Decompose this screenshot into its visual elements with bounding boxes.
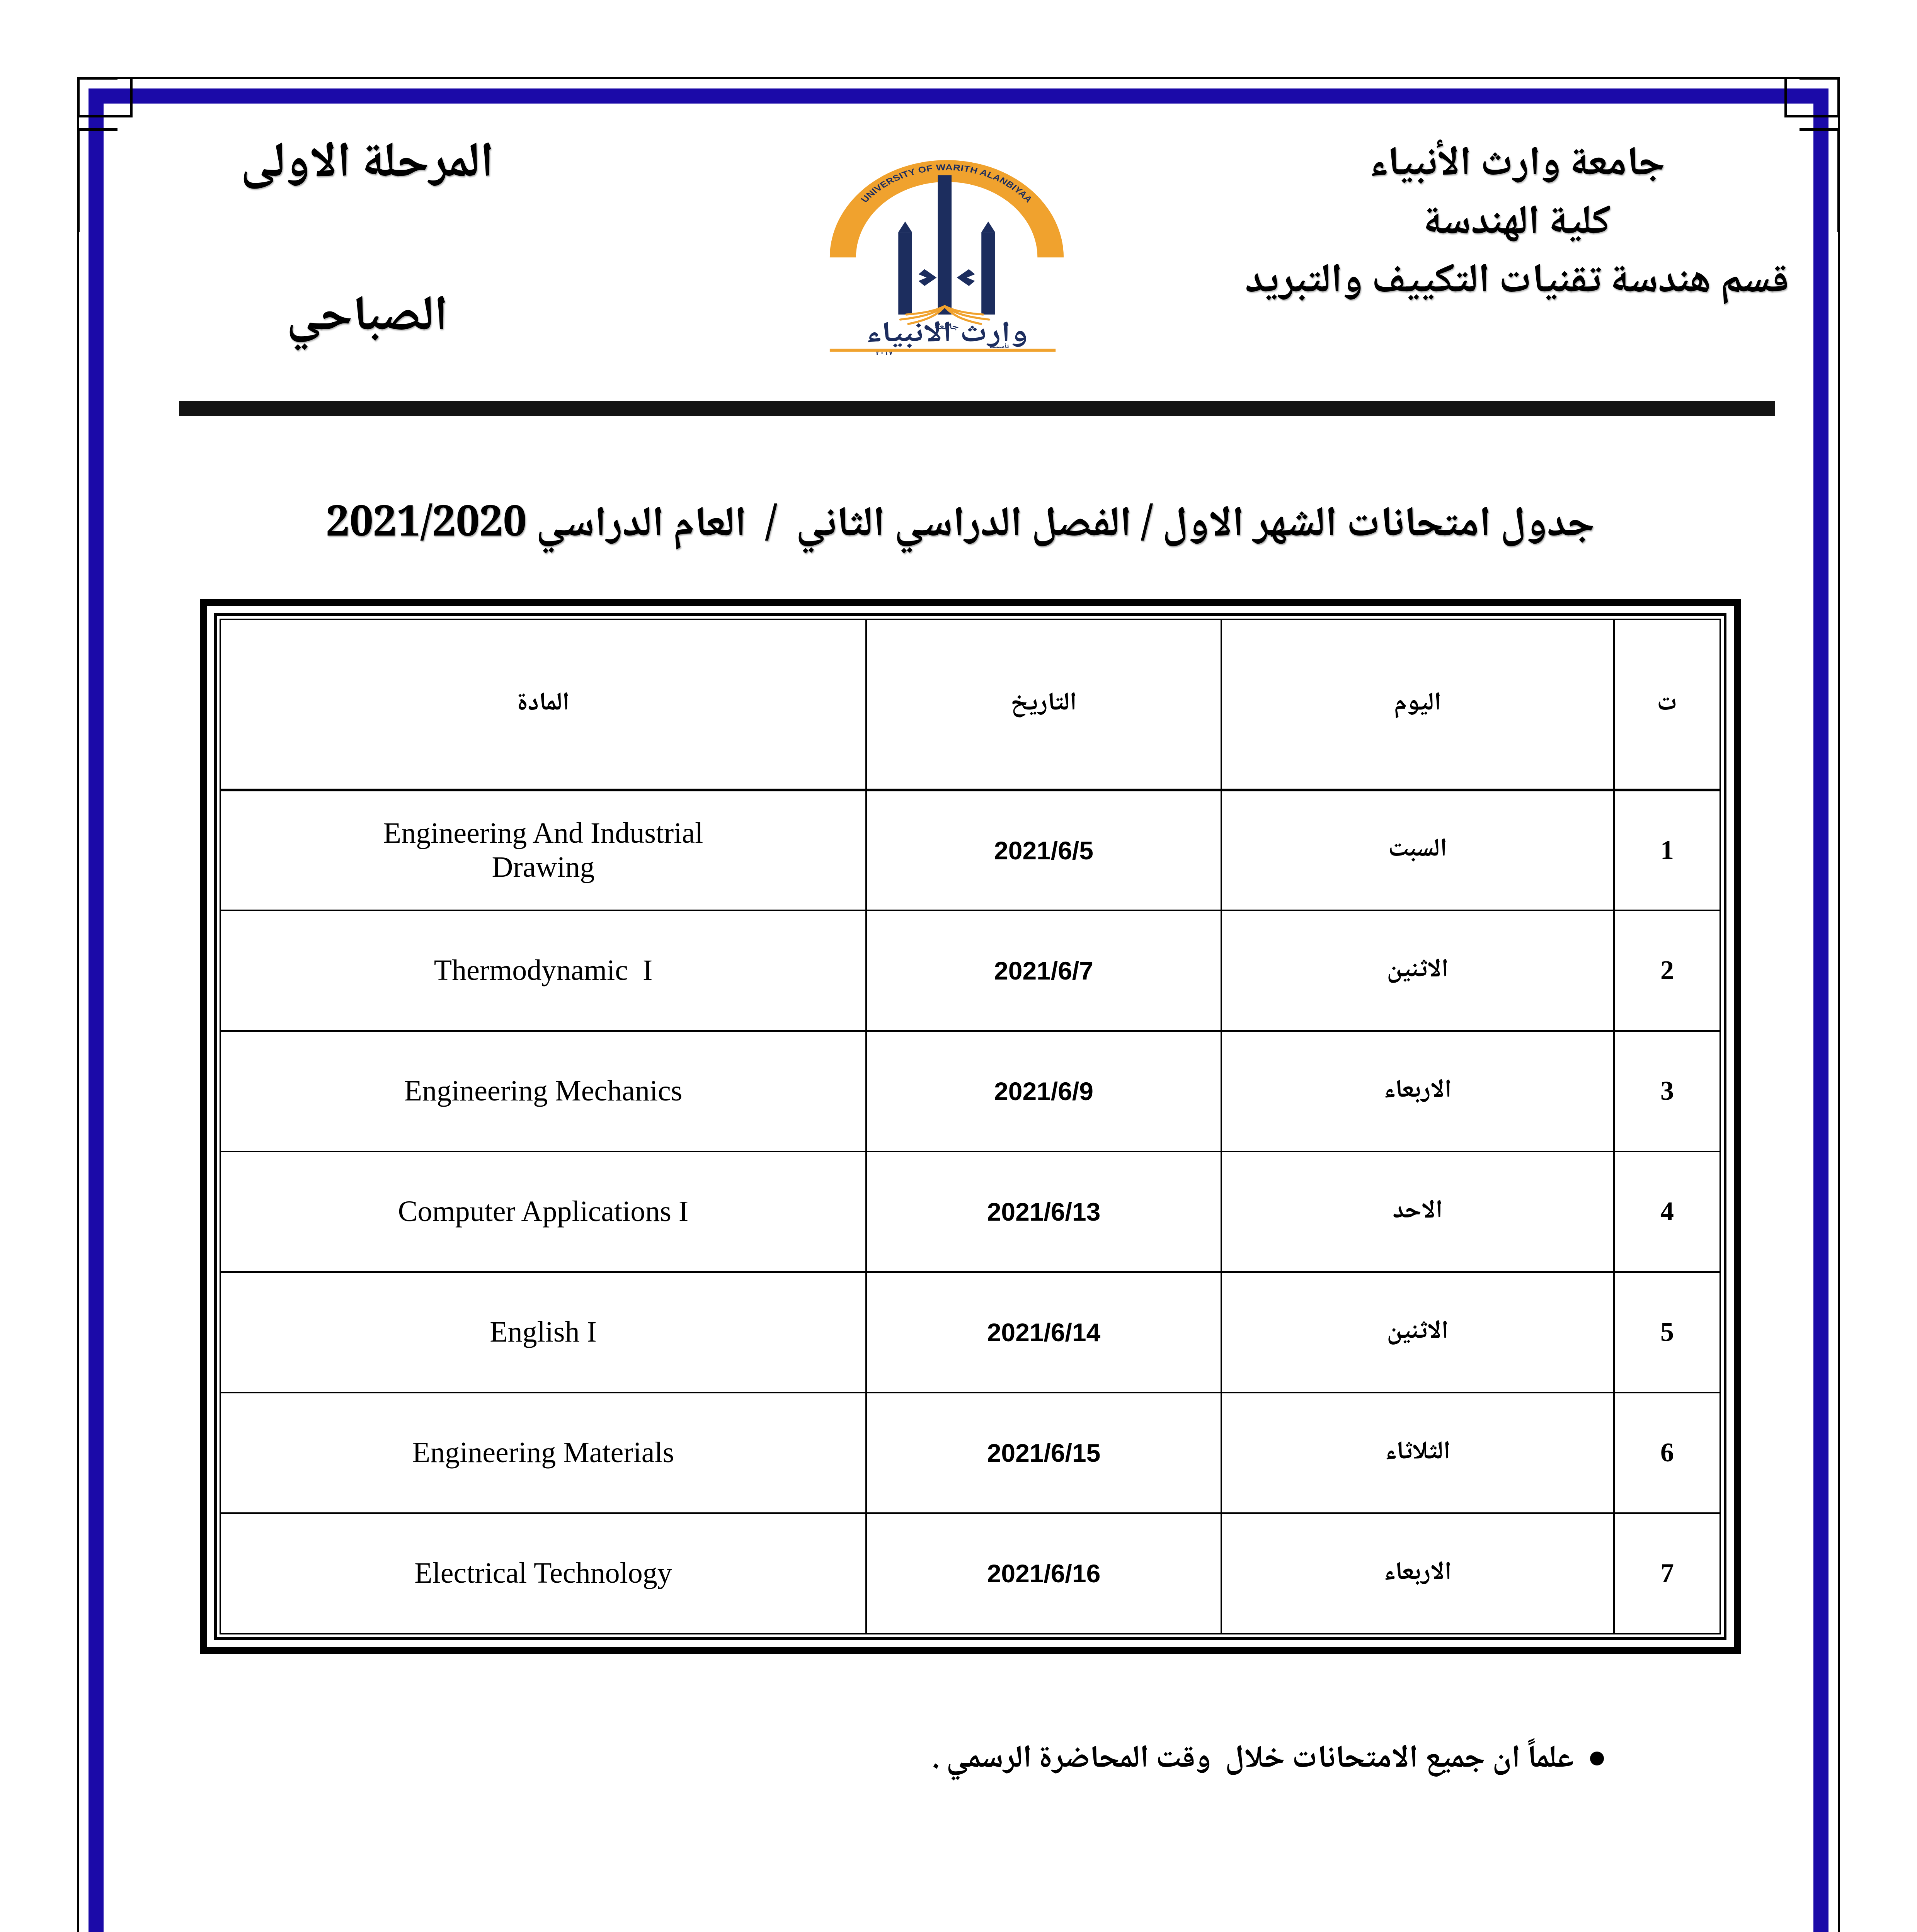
- svg-text:جامعة: جامعة: [935, 320, 959, 335]
